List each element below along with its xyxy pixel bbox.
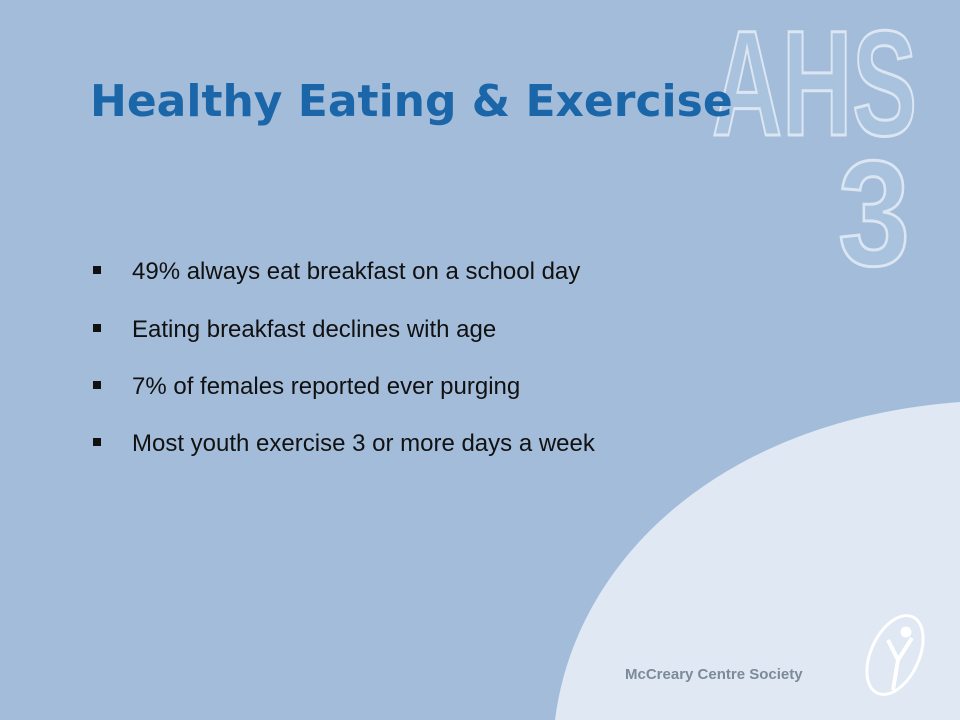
- watermark: AHS: [712, 0, 917, 167]
- slide-title: Healthy Eating & Exercise: [90, 76, 733, 127]
- bullet-marker: [93, 381, 101, 389]
- logo-figure: [886, 636, 914, 691]
- bullet-marker: [93, 438, 101, 446]
- bullet-text: Eating breakfast declines with age: [132, 316, 496, 343]
- footer: McCreary Centre Society: [625, 666, 803, 683]
- background-curve: [555, 402, 960, 720]
- watermark: 3: [838, 129, 910, 297]
- bullet-list: 49% always eat breakfast on a school day…: [93, 258, 596, 457]
- logo-ring: [865, 614, 925, 696]
- bullet-marker: [93, 324, 101, 332]
- bullet-marker: [93, 266, 101, 274]
- logo: [865, 614, 925, 696]
- bullet-text: Most youth exercise 3 or more days a wee…: [132, 430, 596, 457]
- logo-head: [900, 626, 912, 638]
- bullet-text: 7% of females reported ever purging: [132, 373, 520, 400]
- bullet-text: 49% always eat breakfast on a school day: [132, 258, 580, 285]
